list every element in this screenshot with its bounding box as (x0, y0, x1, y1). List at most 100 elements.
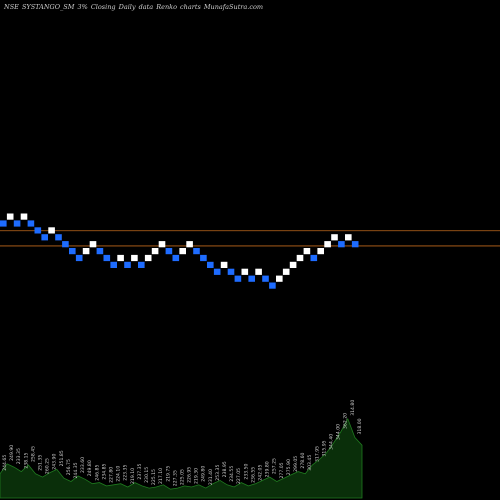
volume-label: 249.80 (87, 460, 93, 476)
renko-brick-up (158, 241, 166, 248)
renko-brick-up (331, 234, 338, 241)
renko-brick-up (276, 275, 283, 282)
renko-brick-up (117, 254, 124, 262)
renko-brick-up (6, 213, 14, 220)
renko-brick-down (262, 275, 269, 282)
renko-brick-down (193, 248, 200, 255)
renko-brick-down (207, 261, 214, 268)
renko-brick-down (138, 261, 145, 268)
volume-label: 242.05 (258, 465, 264, 481)
renko-brick-up (82, 248, 90, 255)
volume-label: 219.75 (165, 466, 171, 482)
volume-label: 249.80 (201, 466, 207, 482)
renko-brick-down (0, 220, 7, 227)
renko-brick-down (75, 254, 83, 262)
renko-brick-up (186, 241, 193, 248)
volume-label: 278.60 (300, 452, 306, 468)
chart-title: NSE SYSTANGO_SM 3% Closing Daily data Re… (4, 3, 264, 11)
renko-brick-up (255, 268, 262, 275)
renko-brick-down (69, 248, 76, 255)
volume-label: 238.15 (23, 452, 29, 468)
volume-label: 249.90 (9, 445, 15, 461)
volume-label: 243.90 (52, 454, 58, 470)
renko-brick-up (220, 261, 228, 268)
renko-brick-up (20, 213, 28, 220)
volume-label: 244.35 (73, 462, 79, 478)
volume-label: 238.95 (222, 461, 228, 477)
renko-brick-down (248, 275, 255, 282)
volume-label: 318.00 (357, 418, 363, 434)
renko-brick-down (338, 241, 345, 248)
renko-brick-up (303, 248, 311, 255)
volume-label: 275.90 (286, 459, 292, 475)
renko-brick-up (131, 254, 138, 262)
volume-label: 314.80 (350, 400, 356, 416)
renko-brick-down (110, 261, 117, 268)
renko-brick-up (289, 261, 297, 268)
volume-label: 233.35 (16, 448, 22, 464)
renko-brick-down (200, 254, 207, 262)
volume-label: 315.95 (321, 440, 327, 456)
volume-label: 256.75 (66, 459, 72, 475)
volume-label: 233.60 (80, 457, 86, 473)
volume-label: 362.20 (343, 413, 349, 429)
volume-label: 217.10 (158, 468, 164, 484)
renko-brick-down (165, 248, 173, 255)
renko-brick-down (310, 254, 318, 262)
renko-brick-up (317, 248, 324, 255)
renko-brick-down (13, 220, 21, 227)
volume-label: 303.45 (307, 455, 313, 471)
renko-brick-up (179, 248, 186, 255)
renko-brick-up (89, 241, 97, 248)
renko-brick-up (345, 234, 352, 241)
renko-brick-down (27, 220, 35, 227)
renko-brick-down (62, 241, 69, 248)
volume-label: 231.40 (208, 469, 214, 485)
volume-label: 277.05 (279, 462, 285, 478)
renko-brick-down (124, 261, 131, 268)
volume-label: 344.00 (336, 424, 342, 440)
volume-label: 260.25 (45, 458, 51, 474)
volume-label: 237.35 (137, 463, 143, 479)
renko-brick-down (172, 254, 180, 262)
renko-brick-down (41, 234, 48, 241)
renko-brick-down (103, 254, 111, 262)
volume-label: 317.95 (314, 446, 320, 462)
renko-brick-up (296, 254, 304, 262)
volume-label: 226.95 (187, 467, 193, 483)
volume-label: 219.30 (194, 468, 200, 484)
volume-label: 257.25 (272, 458, 278, 474)
volume-label: 244.65 (2, 455, 8, 471)
volume-label: 251.85 (59, 450, 65, 466)
volume-label: 234.55 (229, 466, 235, 482)
volume-label: 246.85 (94, 465, 100, 481)
volume-label: 230.15 (144, 467, 150, 483)
volume-label: 227.80 (109, 467, 115, 483)
volume-label: 227.35 (172, 470, 178, 486)
renko-brick-up (144, 254, 152, 262)
volume-label: 236.55 (250, 467, 256, 483)
renko-brick-down (234, 275, 242, 282)
volume-label: 251.35 (38, 455, 44, 471)
renko-brick-up (324, 241, 331, 248)
renko-brick-up (48, 227, 55, 234)
renko-brick-up (282, 268, 290, 275)
volume-area (0, 417, 363, 499)
volume-label: 233.50 (243, 463, 249, 479)
renko-brick-down (34, 227, 42, 234)
volume-label: 299.05 (293, 456, 299, 472)
renko-brick-down (213, 268, 221, 275)
volume-label: 219.10 (130, 468, 136, 484)
volume-label: 227.05 (236, 468, 242, 484)
volume-label: 239.80 (265, 461, 271, 477)
renko-brick-up (241, 268, 249, 275)
volume-label: 223.35 (123, 465, 129, 481)
volume-label: 234.85 (101, 463, 107, 479)
renko-brick-down (351, 241, 359, 248)
volume-label: 225.15 (151, 469, 157, 485)
renko-brick-down (96, 248, 104, 255)
volume-label: 225.05 (180, 469, 186, 485)
renko-brick-down (227, 268, 235, 275)
renko-brick-down (55, 234, 62, 241)
